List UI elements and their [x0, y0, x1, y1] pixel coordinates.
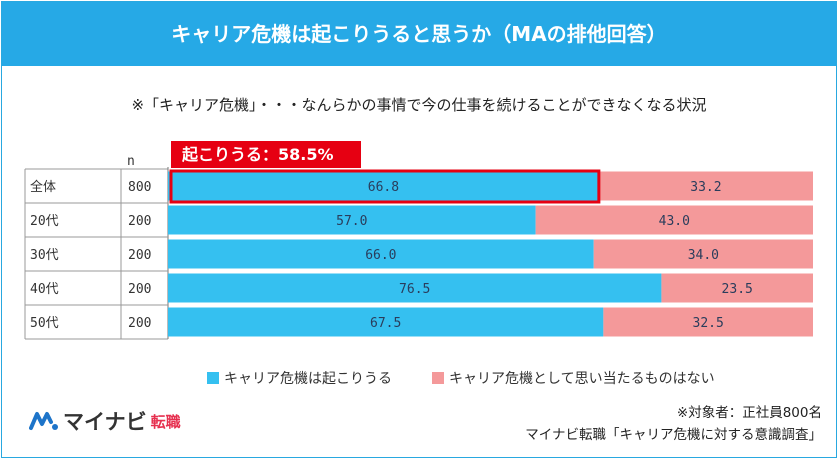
footer-respondents: ※対象者：正社員800名 [676, 405, 822, 421]
mynavi-logo: マイナビ 転職 [29, 406, 181, 436]
bar-none [598, 171, 813, 201]
legend-label-blue: キャリア危機は起こりうる [224, 371, 392, 387]
bar-value-label: 67.5 [370, 316, 401, 331]
bar-value-label: 76.5 [399, 282, 430, 297]
legend-label-pink: キャリア危機として思い当たるものはない [449, 371, 715, 387]
logo-text: マイナビ [63, 410, 147, 434]
row-n-value: 200 [128, 282, 151, 297]
row-category-label: 50代 [30, 316, 59, 331]
bar-value-label: 32.5 [693, 316, 724, 331]
chart-title: キャリア危機は起こりうると思うか（MAの排他回答） [171, 22, 667, 46]
legend: キャリア危機は起こりうる キャリア危機として思い当たるものはない [207, 368, 715, 388]
highlight-box [169, 169, 601, 204]
stacked-bar-chart: n 全体 800 66.8 33.2 20代 200 57.0 43.0 30代 200 66.0 34… [24, 141, 813, 340]
bar-none [661, 273, 813, 303]
footer-survey-name: マイナビ転職「キャリア危機に対する意識調査」 [525, 427, 822, 443]
bar-value-label: 57.0 [336, 214, 367, 229]
bar-value-label: 43.0 [659, 214, 690, 229]
bar-occurs [168, 239, 594, 269]
footer-source: ※対象者：正社員800名 マイナビ転職「キャリア危機に対する意識調査」 [525, 402, 822, 446]
bar-occurs [168, 171, 599, 201]
definition-note: ※「キャリア危機」・・・なんらかの事情で今の仕事を続けることができなくなる状況 [131, 96, 707, 114]
legend-swatch-blue [207, 372, 219, 384]
row-category-label: 40代 [30, 282, 59, 297]
logo-sub-text: 転職 [150, 412, 181, 431]
callout-tab [171, 141, 361, 168]
legend-swatch-pink [432, 372, 444, 384]
bar-value-label: 33.2 [690, 180, 721, 195]
bar-none [535, 205, 813, 235]
bar-value-label: 34.0 [688, 248, 719, 263]
bar-value-label: 66.0 [365, 248, 396, 263]
legend-item-pink: キャリア危機として思い当たるものはない [432, 368, 715, 388]
row-n-value: 200 [128, 214, 151, 229]
row-n-value: 200 [128, 316, 151, 331]
legend-item-blue: キャリア危機は起こりうる [207, 368, 392, 388]
n-column-header: n [127, 154, 135, 169]
row-n-value: 200 [128, 248, 151, 263]
row-category-label: 全体 [30, 179, 56, 195]
bar-none [603, 307, 813, 337]
bar-occurs [168, 273, 662, 303]
title-bar: キャリア危機は起こりうると思うか（MAの排他回答） [2, 2, 836, 66]
row-category-label: 20代 [30, 214, 59, 229]
bar-none [593, 239, 813, 269]
logo-mark-icon [29, 412, 58, 430]
callout-label: 起こりうる：58.5% [181, 145, 334, 164]
bar-value-label: 66.8 [368, 180, 399, 195]
bar-occurs [168, 205, 536, 235]
row-n-value: 800 [128, 180, 151, 195]
bar-occurs [168, 307, 604, 337]
bar-value-label: 23.5 [722, 282, 753, 297]
row-category-label: 30代 [30, 248, 59, 263]
